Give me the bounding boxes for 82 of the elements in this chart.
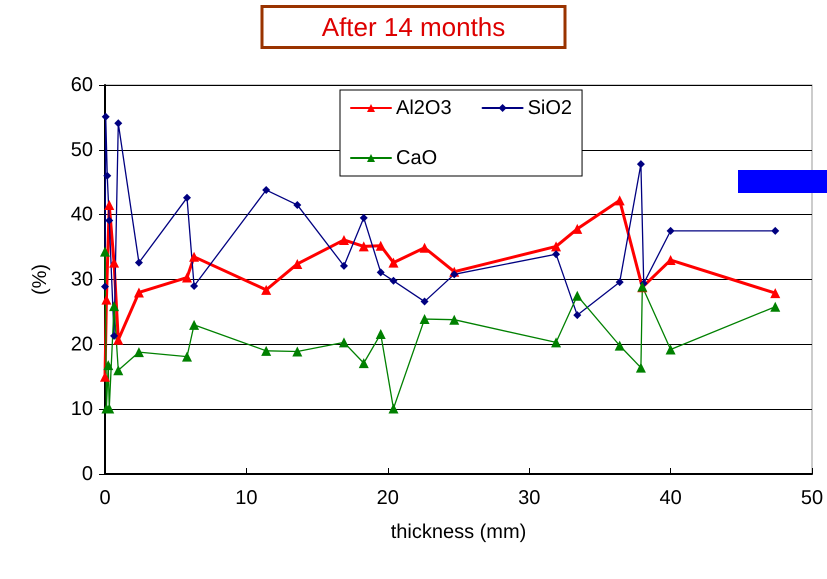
point [616, 278, 624, 286]
point [182, 272, 192, 283]
point [189, 252, 200, 262]
legend-label: Al2O3 [396, 97, 452, 119]
point [572, 224, 582, 234]
point [190, 282, 198, 290]
x-tick-label: 30 [518, 487, 540, 509]
point [376, 328, 386, 339]
point [338, 234, 349, 245]
point [109, 258, 120, 268]
point [114, 119, 122, 128]
point [420, 298, 429, 306]
x-tick-label: 50 [800, 487, 824, 509]
point [420, 314, 430, 324]
point [105, 216, 114, 224]
point [770, 302, 780, 312]
chart-title: After 14 months [322, 12, 506, 42]
point [103, 172, 112, 180]
point [666, 344, 676, 355]
point [551, 241, 562, 252]
point [261, 284, 272, 295]
point [389, 276, 398, 285]
y-tick-label: 30 [70, 268, 93, 290]
y-axis-title: (%) [29, 264, 51, 296]
point [420, 242, 430, 253]
point [101, 282, 109, 291]
point [338, 337, 349, 348]
point [102, 112, 110, 121]
point [183, 194, 192, 202]
point [666, 226, 675, 235]
point [189, 320, 200, 330]
point [552, 250, 560, 258]
point [551, 337, 562, 348]
point [358, 358, 369, 368]
point [113, 365, 124, 376]
point [134, 258, 143, 267]
point [261, 346, 272, 356]
x-tick-label: 20 [376, 487, 399, 509]
point [636, 160, 645, 168]
point [376, 240, 386, 251]
x-tick-label: 0 [99, 487, 111, 509]
point [101, 294, 112, 305]
x-axis-title: thickness (mm) [390, 521, 526, 543]
point [360, 214, 368, 222]
point [293, 200, 302, 209]
point [103, 360, 114, 370]
y-tick-label: 60 [70, 74, 93, 96]
legend-label: SiO2 [528, 97, 572, 119]
point [573, 311, 582, 320]
legend-label: CaO [396, 147, 438, 169]
point [262, 186, 270, 194]
y-tick-label: 10 [70, 398, 93, 420]
point [771, 226, 780, 235]
y-tick-label: 40 [70, 204, 93, 226]
point [104, 200, 114, 210]
point [636, 362, 646, 373]
point [614, 195, 625, 206]
point [666, 255, 676, 266]
point [109, 301, 120, 312]
y-tick-label: 20 [70, 333, 93, 356]
point [340, 262, 348, 270]
y-tick-label: 0 [82, 463, 93, 485]
point [292, 346, 302, 356]
point [134, 347, 144, 358]
point [292, 258, 302, 269]
y-tick-label: 50 [70, 138, 93, 161]
x-tick-label: 10 [235, 487, 258, 509]
point [100, 246, 110, 257]
point [182, 352, 192, 362]
point [388, 404, 398, 414]
point [449, 314, 460, 325]
point [572, 290, 582, 301]
point [388, 258, 398, 268]
point [100, 372, 110, 382]
point [110, 332, 118, 340]
point [376, 268, 385, 276]
point [358, 241, 369, 252]
point [770, 288, 780, 298]
x-tick-label: 40 [659, 487, 682, 509]
point [450, 270, 458, 278]
point [614, 340, 625, 351]
point [134, 287, 144, 298]
